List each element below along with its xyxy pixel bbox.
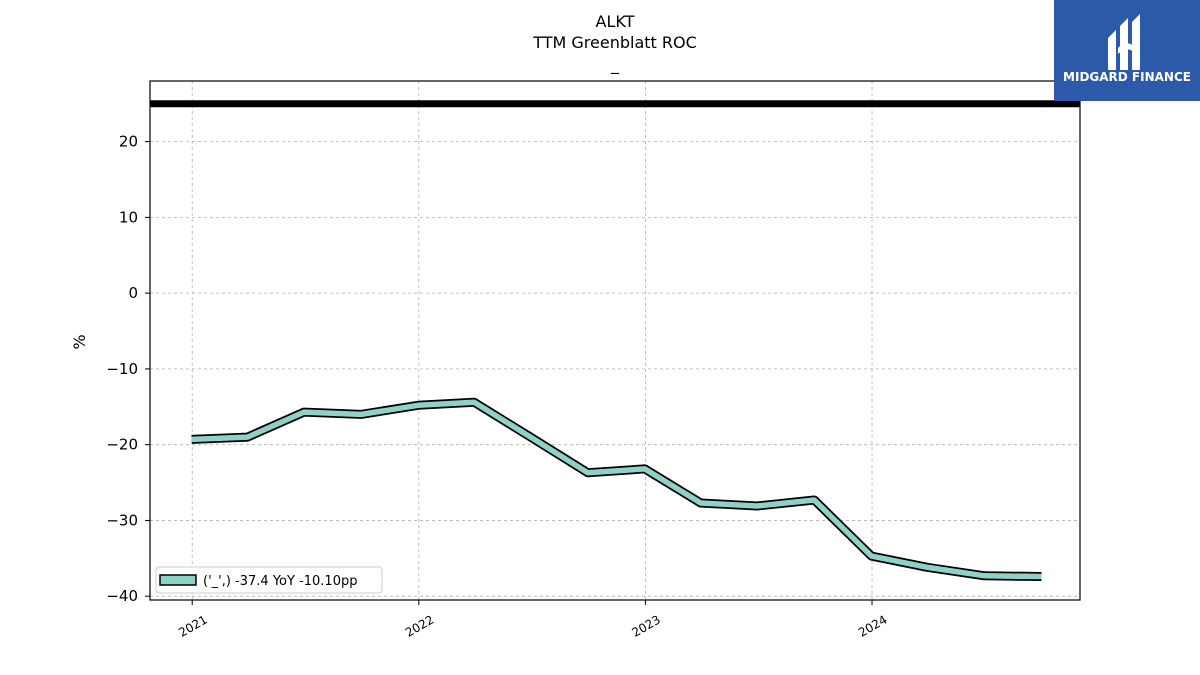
plot-frame [149, 80, 1081, 601]
legend-box [155, 566, 383, 594]
y-tick-label: −10 [106, 360, 138, 378]
y-tick-label: −40 [106, 587, 138, 605]
x-tick-label: 2023 [629, 612, 662, 639]
y-tick-label: −30 [106, 511, 138, 529]
y-axis: 20 10 0 −10 −20 −30 −40 [106, 133, 150, 605]
legend: ('_',) -37.4 YoY -10.10pp [155, 566, 383, 594]
y-tick-label: 10 [119, 208, 138, 226]
chart-subtitle-2: _ [610, 55, 620, 75]
y-axis-label: % [70, 334, 89, 349]
midgard-finance-logo: MIDGARD FINANCE [1054, 0, 1200, 101]
x-axis: 2021 2022 2023 2024 [176, 600, 890, 640]
y-tick-label: 0 [128, 284, 138, 302]
x-tick-label: 2024 [856, 612, 889, 639]
grid [150, 81, 1080, 600]
chart-title: ALKT [596, 12, 635, 31]
logo-text: MIDGARD FINANCE [1063, 70, 1191, 84]
y-tick-label: −20 [106, 436, 138, 454]
series-group [191, 397, 1042, 581]
series-line-outline [191, 397, 1042, 581]
legend-swatch [159, 574, 197, 586]
series-line [191, 399, 1042, 580]
legend-label: ('_',) -37.4 YoY -10.10pp [203, 574, 357, 589]
logo-mark-icon [1108, 14, 1140, 70]
chart-subtitle: TTM Greenblatt ROC [532, 33, 697, 52]
y-tick-label: 20 [119, 133, 138, 151]
x-tick-label: 2022 [403, 612, 436, 639]
x-tick-label: 2021 [176, 612, 209, 639]
